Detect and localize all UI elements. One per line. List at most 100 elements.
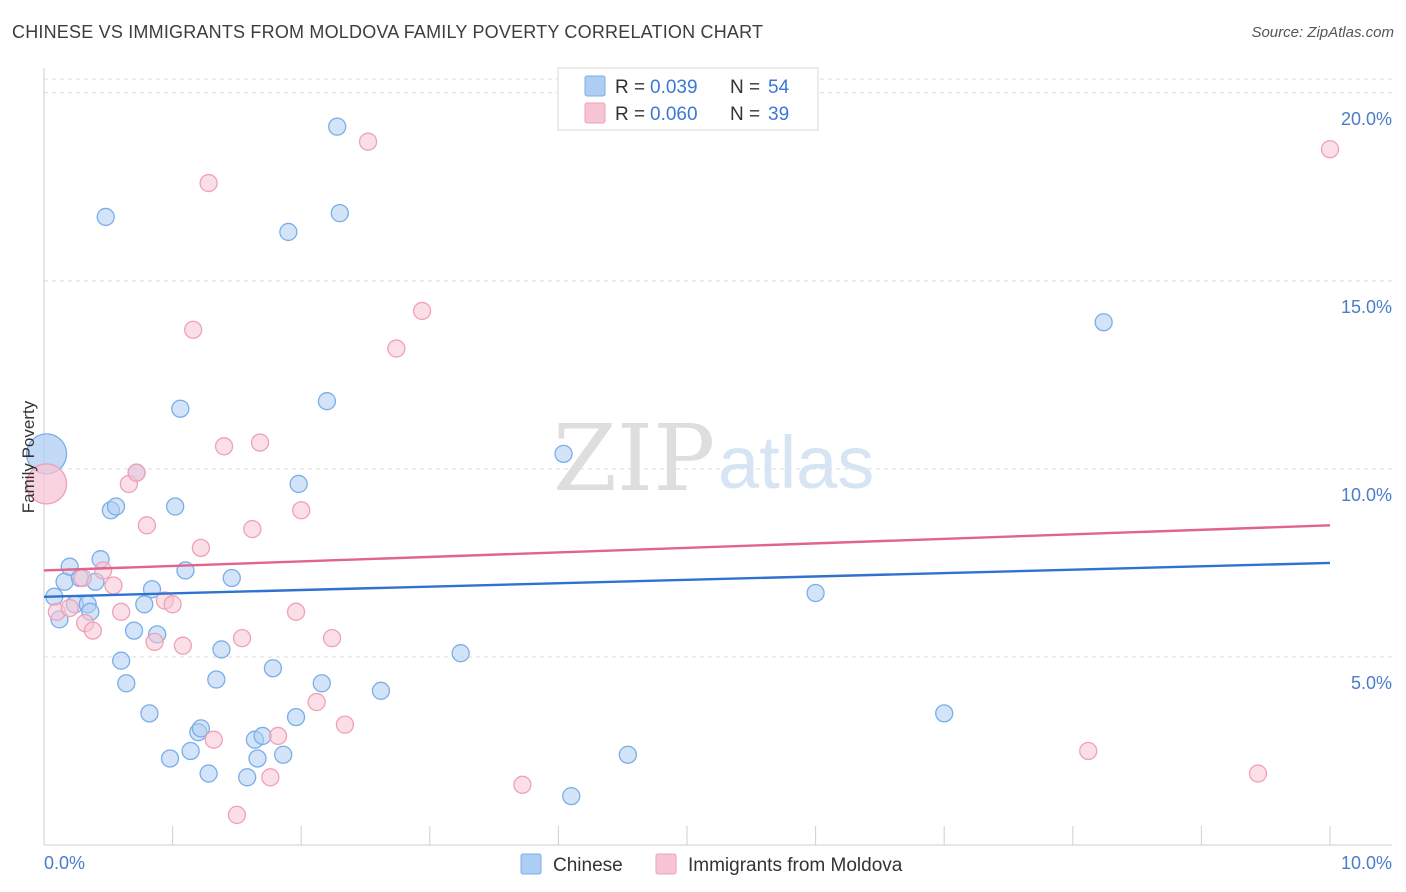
stats-legend: R = 0.039 N = 54 R = 0.060 N = 39	[557, 67, 819, 131]
point-moldova	[292, 501, 311, 520]
point-chinese	[279, 222, 298, 242]
y-tick-label: 15.0%	[1341, 297, 1392, 317]
point-moldova	[1079, 741, 1098, 761]
point-moldova	[145, 632, 164, 652]
point-chinese	[286, 707, 306, 727]
watermark-atlas: atlas	[718, 421, 874, 504]
watermark: ZIP atlas	[553, 405, 874, 512]
legend-n-label-chinese: N =	[730, 77, 760, 98]
trend-lines	[43, 524, 1331, 598]
point-moldova	[1320, 140, 1340, 159]
point-chinese	[135, 595, 154, 614]
point-moldova	[513, 775, 532, 794]
watermark-zip: ZIP	[553, 405, 715, 512]
point-chinese	[106, 497, 126, 516]
point-moldova	[112, 602, 131, 621]
point-chinese	[124, 621, 144, 640]
point-chinese	[166, 497, 185, 516]
legend-r-label-chinese: R =	[615, 77, 645, 98]
gridlines	[44, 78, 1392, 658]
x-axis-ticks	[43, 826, 1331, 845]
point-moldova	[261, 768, 280, 787]
point-chinese	[554, 444, 573, 464]
point-chinese	[274, 745, 293, 764]
legend-r-label-moldova: R =	[615, 104, 645, 125]
data-points	[25, 117, 1340, 825]
series-legend-label-moldova: Immigrants from Moldova	[688, 855, 903, 876]
point-chinese	[238, 768, 257, 787]
y-axis-label: Family Poverty	[19, 400, 38, 513]
point-moldova	[250, 433, 270, 452]
point-chinese	[317, 392, 337, 411]
point-moldova	[199, 173, 218, 193]
legend-swatch-chinese	[584, 75, 606, 97]
point-chinese	[207, 670, 226, 689]
point-chinese	[935, 704, 954, 723]
point-moldova	[184, 320, 203, 339]
legend-n-value-chinese: 54	[768, 77, 790, 98]
series-legend: Chinese Immigrants from Moldova	[520, 853, 903, 876]
point-moldova	[387, 339, 406, 358]
point-moldova	[335, 715, 355, 734]
point-moldova	[137, 516, 157, 535]
point-moldova	[412, 301, 432, 321]
point-chinese	[117, 674, 136, 693]
point-chinese	[160, 749, 180, 768]
point-moldova	[191, 538, 211, 558]
point-chinese	[289, 474, 308, 494]
legend-r-value-chinese: 0.039	[650, 77, 698, 98]
point-moldova	[227, 805, 247, 825]
point-chinese	[222, 568, 241, 588]
point-chinese	[328, 117, 347, 136]
legend-r-value-moldova: 0.060	[650, 104, 698, 125]
point-chinese	[112, 651, 131, 670]
point-chinese	[191, 719, 211, 738]
y-tick-label: 10.0%	[1341, 485, 1392, 505]
point-moldova	[268, 726, 288, 746]
point-chinese	[199, 764, 218, 783]
point-moldova	[1248, 764, 1268, 783]
point-moldova	[127, 463, 146, 482]
series-legend-swatch-chinese	[520, 853, 542, 875]
point-chinese	[1094, 313, 1113, 332]
legend-swatch-moldova	[584, 102, 606, 124]
point-moldova	[307, 692, 326, 712]
point-moldova	[243, 519, 262, 539]
chart-source: Source: ZipAtlas.com	[1251, 24, 1394, 41]
point-chinese	[618, 745, 637, 764]
point-chinese	[181, 741, 200, 761]
point-chinese	[96, 207, 115, 227]
legend-n-value-moldova: 39	[768, 104, 789, 125]
point-moldova	[322, 628, 342, 648]
point-moldova	[94, 561, 113, 580]
point-chinese	[562, 786, 581, 806]
point-chinese	[60, 557, 79, 576]
series-legend-swatch-moldova	[655, 853, 677, 875]
series-legend-label-chinese: Chinese	[553, 855, 623, 876]
y-tick-label: 5.0%	[1351, 673, 1392, 693]
point-chinese	[212, 640, 231, 659]
point-moldova	[25, 463, 68, 505]
point-chinese	[171, 399, 190, 418]
point-moldova	[60, 598, 79, 618]
point-moldova	[83, 621, 103, 640]
chart-title: CHINESE VS IMMIGRANTS FROM MOLDOVA FAMIL…	[12, 22, 764, 42]
point-chinese	[140, 704, 159, 723]
trend-line-moldova	[43, 524, 1331, 572]
point-moldova	[173, 636, 193, 655]
point-chinese	[312, 674, 331, 693]
point-moldova	[163, 595, 182, 614]
point-moldova	[286, 602, 306, 621]
x-tick-label-max: 10.0%	[1341, 853, 1392, 873]
point-moldova	[204, 730, 223, 749]
point-moldova	[214, 437, 234, 456]
point-moldova	[358, 132, 378, 151]
y-tick-label: 20.0%	[1341, 109, 1392, 129]
point-chinese	[371, 681, 391, 700]
point-chinese	[263, 659, 283, 678]
point-chinese	[806, 583, 825, 603]
point-chinese	[253, 726, 272, 746]
point-chinese	[451, 644, 470, 663]
point-chinese	[330, 204, 349, 223]
point-moldova	[232, 628, 252, 648]
